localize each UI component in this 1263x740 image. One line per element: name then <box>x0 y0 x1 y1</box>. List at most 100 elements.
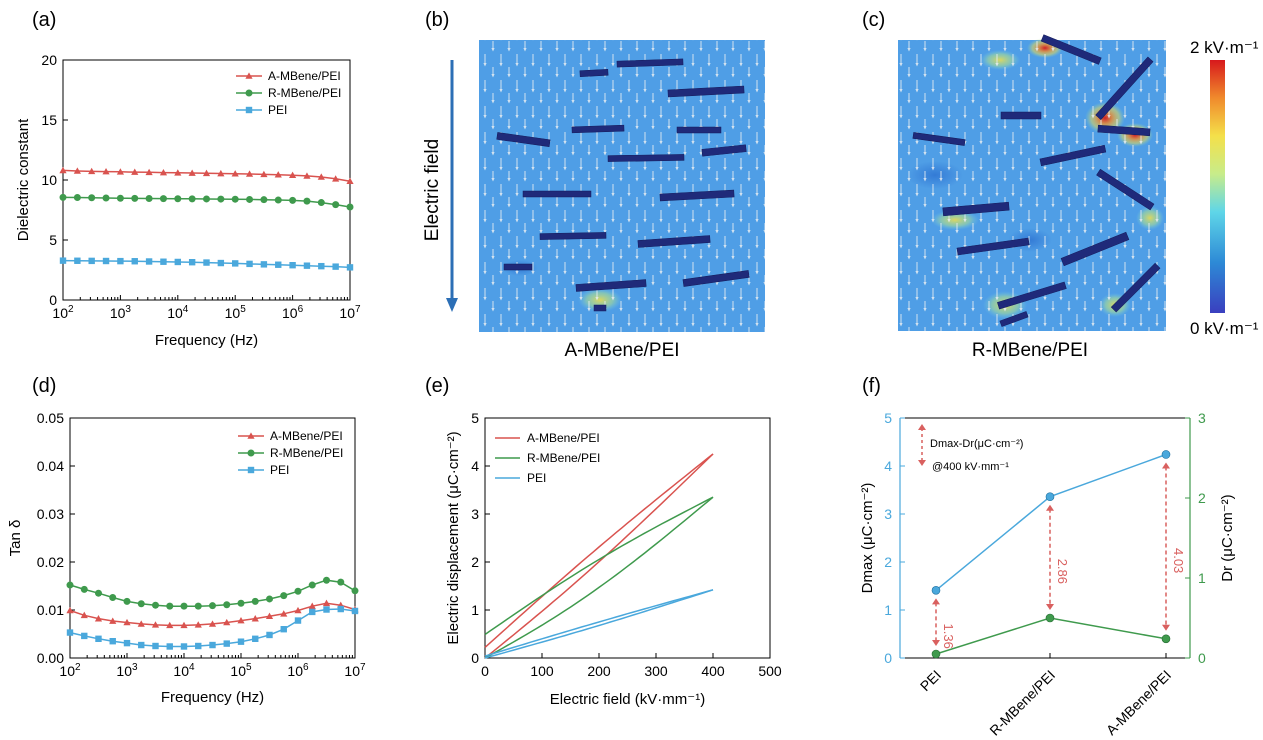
data-point <box>152 642 159 650</box>
x-tick-label: 300 <box>644 663 668 679</box>
data-point <box>74 257 81 264</box>
data-point <box>166 643 173 650</box>
legend-marker <box>247 466 255 474</box>
data-point <box>88 257 95 265</box>
data-point <box>159 195 167 203</box>
data-point <box>109 594 117 602</box>
data-point-dr <box>1045 613 1055 623</box>
data-point <box>145 168 153 176</box>
y-tick-label: 5 <box>471 410 479 426</box>
data-point <box>337 605 344 613</box>
electric-field-arrow: Electric field <box>422 60 458 312</box>
data-point <box>174 195 182 203</box>
data-point <box>303 262 311 269</box>
colorbar-min-label: 0 kV·m⁻¹ <box>1190 319 1259 338</box>
colorbar-max-label: 2 kV·m⁻¹ <box>1190 38 1259 57</box>
data-point <box>260 170 268 178</box>
data-point <box>137 620 145 627</box>
caption-b: A-MBene/PEI <box>564 340 679 361</box>
data-point <box>174 169 182 176</box>
data-point <box>66 581 74 589</box>
data-point <box>88 167 96 175</box>
x-tick-label: 104 <box>173 662 195 679</box>
chart-a-dielectric-constant: 102 103 104 105 106 107 0 5 10 15 20 A-MBene/PEI R-M… <box>15 52 361 349</box>
y-tick-label-left: 5 <box>884 410 892 426</box>
chart-f-dmax-dr: 0 1 2 3 4 5 0 1 2 3 PEI R-MBene/PEI A-MBene/PEI 1.36 2… <box>859 410 1236 739</box>
y-axis-title: Electric displacement (μC·cm⁻²) <box>445 431 462 644</box>
loop-discharging-a-mbene/pei <box>484 453 714 648</box>
x-tick-label: 103 <box>110 304 132 321</box>
legend-label: PEI <box>268 103 287 117</box>
caption-c: R-MBene/PEI <box>972 340 1088 361</box>
data-point <box>202 169 211 177</box>
y-tick-label: 3 <box>471 506 479 522</box>
data-point <box>346 264 354 271</box>
data-point <box>308 602 316 609</box>
data-point <box>246 195 254 203</box>
loop-charging-a-mbene/pei <box>484 453 714 659</box>
y-tick-label: 5 <box>49 232 57 248</box>
legend-marker <box>245 72 253 79</box>
data-point <box>151 601 159 609</box>
x-tick-label: 104 <box>167 304 189 321</box>
data-point <box>203 195 211 203</box>
data-point <box>317 199 325 207</box>
x-tick-label: 102 <box>59 662 81 679</box>
data-point <box>138 641 145 649</box>
data-point <box>73 194 81 202</box>
data-point <box>231 195 239 203</box>
legend-label: PEI <box>527 471 546 485</box>
x-tick-label: 0 <box>481 663 489 679</box>
data-point <box>351 607 359 615</box>
y-tick-label: 0.04 <box>37 458 64 474</box>
data-point <box>180 643 188 650</box>
legend-arrow-head <box>918 424 926 430</box>
x-tick-label: 106 <box>287 662 309 679</box>
loop-discharging-r-mbene/pei <box>484 496 714 636</box>
x-tick-label: 105 <box>230 662 252 679</box>
data-point <box>166 621 174 629</box>
loop-discharging-pei <box>484 589 714 657</box>
y-tick-label-left: 0 <box>884 650 892 666</box>
data-point <box>117 257 124 265</box>
loop-charging-pei <box>484 589 714 659</box>
colorbar: 2 kV·m⁻¹ 0 kV·m⁻¹ <box>1190 38 1259 338</box>
data-point <box>94 589 102 597</box>
x-tick-label: 103 <box>116 662 138 679</box>
arrow-head <box>446 298 458 312</box>
data-point <box>332 263 339 270</box>
data-point <box>80 611 88 619</box>
difference-arrow-head <box>932 640 940 646</box>
data-point <box>80 585 88 593</box>
data-point <box>217 259 225 267</box>
data-point <box>116 194 124 202</box>
electric-field-label: Electric field <box>422 139 443 241</box>
data-point <box>351 587 359 595</box>
data-point <box>266 631 273 639</box>
data-point <box>237 616 245 624</box>
y-axis-title-left: Dmax (μC·cm⁻²) <box>859 483 876 594</box>
y-tick-label-right: 2 <box>1198 490 1206 506</box>
data-point <box>188 195 196 203</box>
data-point <box>323 576 330 584</box>
legend-marker <box>245 89 253 97</box>
y-axis-title-right: Dr (μC·cm⁻²) <box>1219 494 1236 581</box>
data-point <box>223 640 230 647</box>
data-point <box>260 196 268 204</box>
data-point <box>88 194 96 202</box>
data-point <box>223 601 231 609</box>
category-label: A-MBene/PEI <box>1103 667 1174 738</box>
x-tick-label: 500 <box>758 663 782 679</box>
x-axis-title: Frequency (Hz) <box>161 689 264 706</box>
category-label: PEI <box>917 667 944 694</box>
panel-label-d: (d) <box>32 375 56 397</box>
data-point <box>145 194 153 202</box>
data-point <box>294 587 302 595</box>
data-point <box>251 615 259 622</box>
legend-label: Dmax-Dr(μC·cm⁻²) <box>930 438 1023 450</box>
data-point <box>131 168 139 175</box>
loop-charging-r-mbene/pei <box>484 496 714 659</box>
legend-label: @400 kV·mm⁻¹ <box>932 461 1009 473</box>
data-point <box>289 196 297 204</box>
data-point <box>151 621 160 628</box>
